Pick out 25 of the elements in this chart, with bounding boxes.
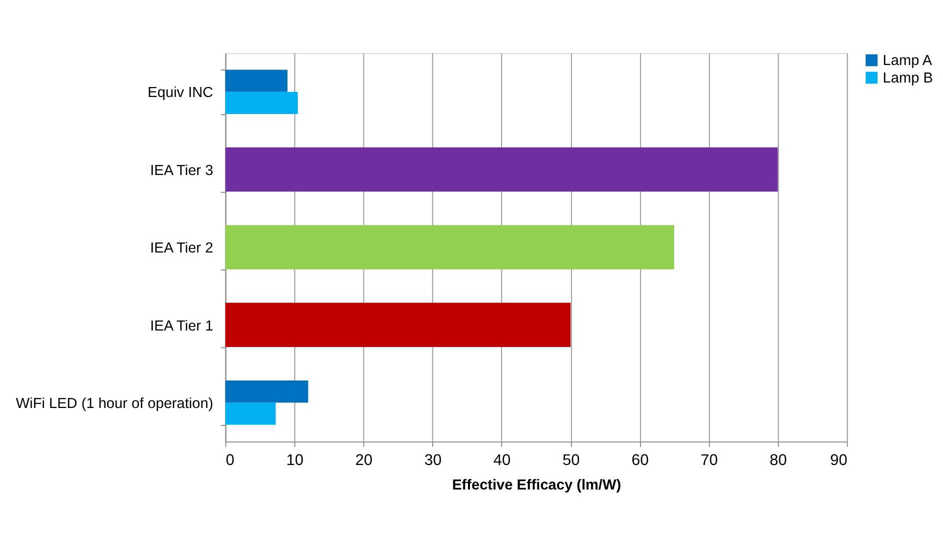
bar (225, 92, 298, 114)
legend-label: Lamp B (882, 70, 933, 87)
y-tick-label: IEA Tier 1 (150, 318, 214, 334)
x-tick-label: 90 (830, 452, 848, 470)
x-tick-label: 10 (286, 452, 304, 470)
y-tick-label: Equiv INC (148, 85, 214, 102)
legend-label: Lamp A (882, 53, 932, 70)
x-tick-label: 60 (632, 452, 650, 470)
x-tick-label: 30 (424, 452, 442, 470)
bar (225, 302, 571, 348)
y-tick-label: WiFi LED (1 hour of operation) (16, 396, 214, 412)
x-tick-label: 50 (562, 452, 580, 470)
bar (225, 225, 674, 270)
x-tick-label: 20 (355, 452, 373, 470)
x-tick-label: 80 (770, 452, 788, 470)
y-tick-label: IEA Tier 2 (150, 240, 214, 257)
x-tick-label: 70 (700, 452, 718, 470)
bar (225, 402, 276, 425)
x-tick-label: 40 (493, 452, 512, 470)
x-axis-title: Effective Efficacy (lm/W) (452, 478, 622, 494)
bar (225, 380, 308, 403)
bar (225, 147, 778, 192)
x-tick-label: 0 (226, 452, 235, 470)
y-tick-label: IEA Tier 3 (150, 162, 214, 179)
bar (225, 70, 288, 92)
